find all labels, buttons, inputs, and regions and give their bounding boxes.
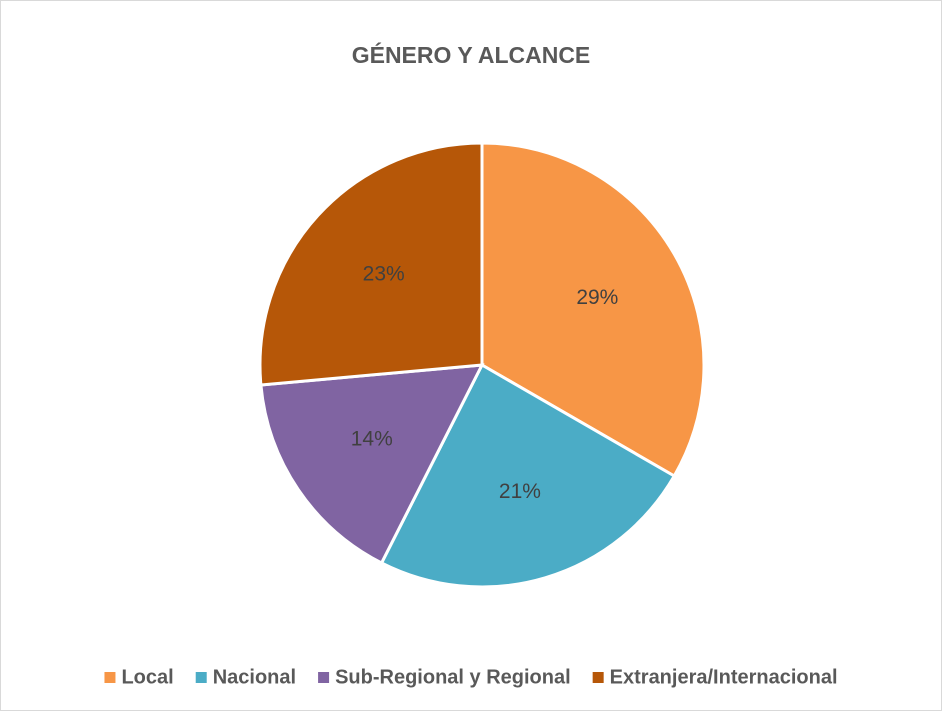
data-label: 14% bbox=[351, 427, 393, 450]
legend-swatch bbox=[104, 672, 116, 683]
legend-label: Local bbox=[121, 666, 173, 688]
pie-slice bbox=[259, 363, 485, 566]
chart-title: GÉNERO Y ALCANCE bbox=[352, 41, 591, 68]
pie-slice bbox=[480, 141, 706, 479]
legend-label: Nacional bbox=[213, 666, 296, 688]
data-label: 23% bbox=[363, 263, 405, 286]
pie-slice bbox=[258, 141, 484, 387]
legend-label: Extranjera/Internacional bbox=[610, 666, 838, 688]
legend: Local Nacional Sub-Regional y Regional Extr… bbox=[104, 666, 838, 688]
legend-label: Sub-Regional y Regional bbox=[335, 666, 571, 688]
legend-swatch bbox=[592, 672, 604, 683]
data-label: 29% bbox=[576, 286, 618, 309]
data-label: 21% bbox=[499, 480, 541, 503]
legend-swatch bbox=[195, 672, 207, 683]
legend-swatch bbox=[318, 672, 330, 683]
